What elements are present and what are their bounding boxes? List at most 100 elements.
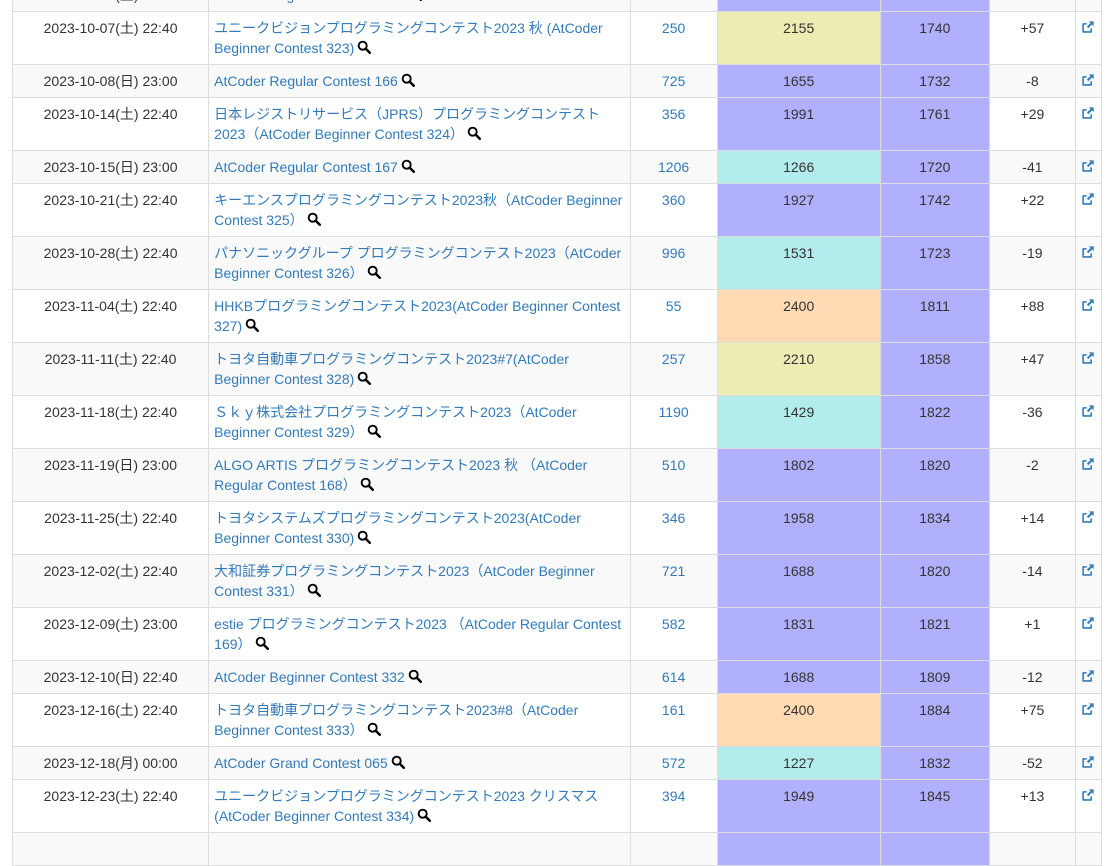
search-icon[interactable] [357, 371, 372, 385]
external-link-cell [1074, 236, 1103, 290]
table-row: 2023-11-04(土) 22:40 HHKBプログラミングコンテスト2023… [11, 289, 1103, 343]
rank-link[interactable]: 250 [661, 20, 686, 36]
new-rating-cell: 1683 [879, 0, 990, 12]
contest-name-link[interactable]: AtCoder Beginner Contest 322 [214, 0, 405, 3]
rank-link[interactable]: 996 [661, 245, 686, 261]
external-link-icon[interactable] [1081, 616, 1095, 630]
contest-name-link[interactable]: パナソニックグループ プログラミングコンテスト2023（AtCoder Begi… [214, 245, 622, 281]
rank-link[interactable]: 394 [661, 788, 686, 804]
contest-name-link[interactable]: トヨタシステムズプログラミングコンテスト2023(AtCoder Beginne… [214, 510, 581, 546]
new-rating-cell: 1858 [879, 342, 990, 396]
search-icon[interactable] [367, 424, 381, 438]
search-icon[interactable] [401, 159, 415, 173]
contest-name-link[interactable]: HHKBプログラミングコンテスト2023(AtCoder Beginner Co… [214, 298, 621, 334]
contest-name-link[interactable]: キーエンスプログラミングコンテスト2023秋（AtCoder Beginner … [214, 192, 623, 228]
rating-diff-cell: -2 [988, 448, 1076, 502]
search-icon[interactable] [245, 318, 260, 332]
rating-diff-cell: -52 [988, 746, 1076, 780]
external-link-cell [1074, 342, 1103, 396]
search-icon[interactable] [401, 73, 415, 87]
contest-name-link[interactable]: estie プログラミングコンテスト2023 （AtCoder Regular … [214, 616, 622, 652]
rank-cell: 725 [629, 64, 718, 98]
contest-name-link[interactable]: トヨタ自動車プログラミングコンテスト2023#7(AtCoder Beginne… [214, 351, 569, 387]
contest-name-link[interactable]: ALGO ARTIS プログラミングコンテスト2023 秋 （AtCoder R… [214, 457, 588, 493]
rank-link[interactable]: 510 [661, 457, 686, 473]
external-link-icon[interactable] [1081, 73, 1095, 87]
table-row: 2023-11-11(土) 22:40 トヨタ自動車プログラミングコンテスト20… [11, 342, 1103, 396]
contest-date: 2023-11-11(土) 22:40 [11, 342, 210, 396]
rank-link[interactable]: 346 [661, 510, 686, 526]
rank-link[interactable]: 356 [661, 106, 686, 122]
search-icon[interactable] [417, 808, 432, 822]
external-link-icon[interactable] [1081, 298, 1095, 312]
rank-link[interactable]: 721 [661, 563, 686, 579]
search-icon[interactable] [467, 126, 481, 140]
contest-cell [208, 832, 631, 866]
performance-cell: 1227 [716, 746, 881, 780]
rank-cell: 572 [629, 746, 718, 780]
rank-link[interactable]: 760 [662, 0, 685, 3]
external-link-icon[interactable] [1081, 0, 1095, 1]
rank-link[interactable]: 161 [661, 702, 686, 718]
external-link-icon[interactable] [1081, 192, 1095, 206]
rank-cell: 360 [629, 183, 718, 237]
search-icon[interactable] [307, 583, 321, 597]
contest-cell: AtCoder Beginner Contest 322 [208, 0, 631, 12]
external-link-icon[interactable] [1081, 563, 1095, 577]
external-link-icon[interactable] [1081, 755, 1095, 769]
search-icon[interactable] [408, 0, 422, 1]
contest-name-link[interactable]: ユニークビジョンプログラミングコンテスト2023 秋 (AtCoder Begi… [214, 20, 603, 56]
performance-cell: 1688 [716, 554, 881, 608]
rating-diff-cell: +47 [988, 342, 1076, 396]
contest-date: 2023-10-28(土) 22:40 [11, 236, 210, 290]
rank-link[interactable]: 725 [661, 73, 686, 89]
external-link-icon[interactable] [1081, 106, 1095, 120]
rank-link[interactable]: 582 [661, 616, 686, 632]
contest-name-link[interactable]: トヨタ自動車プログラミングコンテスト2023#8（AtCoder Beginne… [214, 702, 579, 738]
search-icon[interactable] [367, 265, 381, 279]
search-icon[interactable] [307, 212, 321, 226]
external-link-icon[interactable] [1081, 159, 1095, 173]
external-link-icon[interactable] [1081, 404, 1095, 418]
contest-name-link[interactable]: 大和証券プログラミングコンテスト2023（AtCoder Beginner Co… [214, 563, 595, 599]
rank-link[interactable]: 1190 [658, 404, 689, 420]
contest-name-link[interactable]: 日本レジストリサービス（JPRS）プログラミングコンテスト2023（AtCode… [214, 106, 600, 142]
search-icon[interactable] [367, 722, 381, 736]
contest-date: 2023-11-04(土) 22:40 [11, 289, 210, 343]
rank-link[interactable]: 572 [661, 755, 686, 771]
new-rating-cell: 1832 [879, 746, 990, 780]
external-link-icon[interactable] [1081, 788, 1095, 802]
contest-cell: パナソニックグループ プログラミングコンテスト2023（AtCoder Begi… [208, 236, 631, 290]
contest-name-link[interactable]: AtCoder Regular Contest 166 [214, 73, 398, 89]
contest-date: 2023-09-30(土) 22:40 [11, 0, 210, 12]
rank-link[interactable]: 257 [661, 351, 686, 367]
external-link-icon[interactable] [1081, 510, 1095, 524]
rank-cell: 257 [629, 342, 718, 396]
contest-name-link[interactable]: ユニークビジョンプログラミングコンテスト2023 クリスマス (AtCoder … [214, 788, 599, 824]
external-link-icon[interactable] [1081, 669, 1095, 683]
external-link-icon[interactable] [1081, 245, 1095, 259]
search-icon[interactable] [357, 40, 372, 54]
contest-date: 2023-10-07(土) 22:40 [11, 11, 210, 65]
external-link-icon[interactable] [1081, 457, 1095, 471]
rank-link[interactable]: 360 [661, 192, 686, 208]
rank-link[interactable]: 55 [665, 298, 682, 314]
new-rating-cell: 1834 [879, 501, 990, 555]
contest-name-link[interactable]: Ｓｋｙ株式会社プログラミングコンテスト2023（AtCoder Beginner… [214, 404, 577, 440]
rank-link[interactable]: 614 [661, 669, 686, 685]
rating-diff-cell [988, 832, 1076, 866]
external-link-icon[interactable] [1081, 20, 1095, 34]
external-link-icon[interactable] [1081, 351, 1095, 365]
contest-name-link[interactable]: AtCoder Regular Contest 167 [214, 159, 398, 175]
rank-link[interactable]: 1206 [658, 159, 690, 175]
contest-name-link[interactable]: AtCoder Grand Contest 065 [214, 755, 388, 771]
table-row: 2023-12-09(土) 23:00 estie プログラミングコンテスト20… [11, 607, 1103, 661]
external-link-cell [1074, 448, 1103, 502]
search-icon[interactable] [360, 477, 374, 491]
contest-name-link[interactable]: AtCoder Beginner Contest 332 [214, 669, 405, 685]
external-link-icon[interactable] [1081, 702, 1095, 716]
search-icon[interactable] [255, 636, 269, 650]
search-icon[interactable] [391, 755, 405, 769]
search-icon[interactable] [357, 530, 372, 544]
search-icon[interactable] [408, 669, 422, 683]
